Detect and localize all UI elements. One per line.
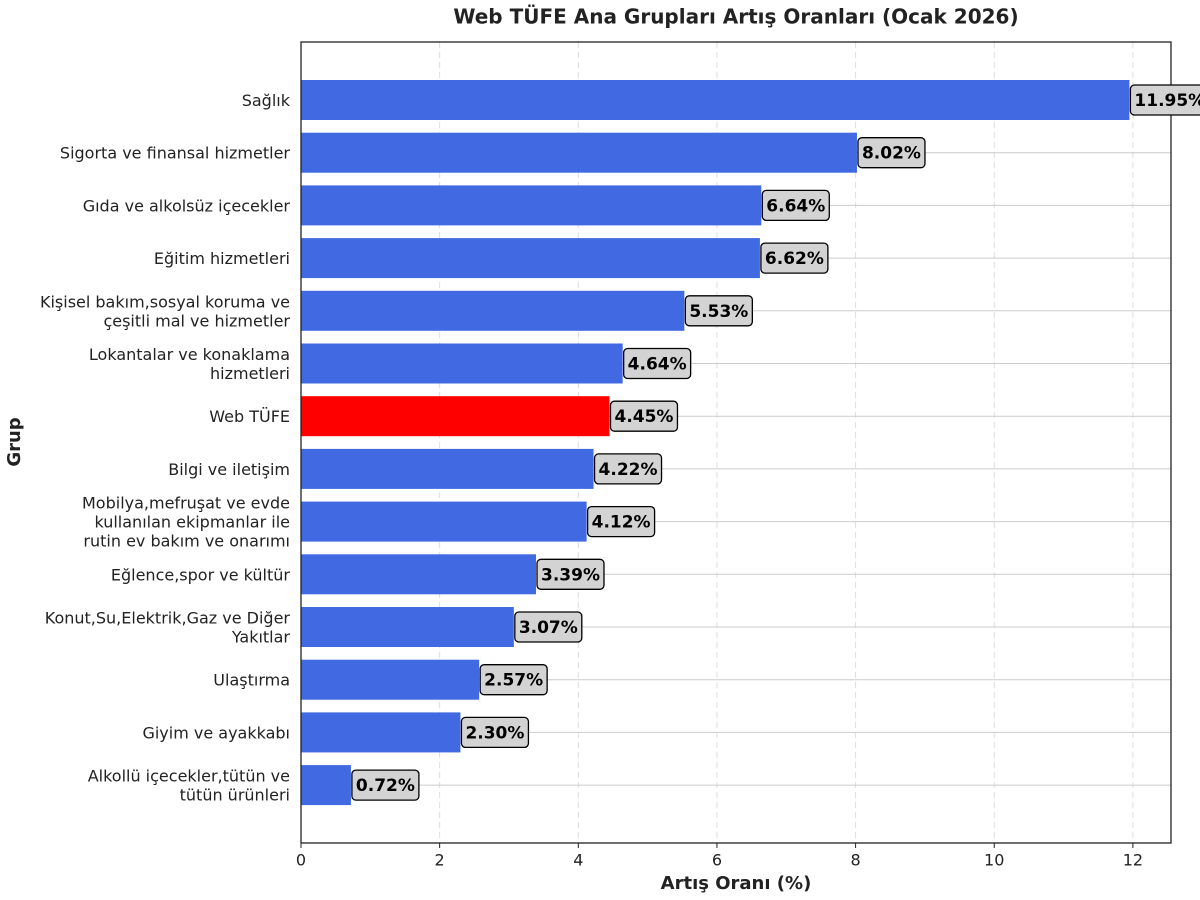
value-label-group: 3.39% — [536, 558, 605, 590]
labels: 11.95% 8.02% 6.64% 6.62% 5.53% 4.64% 4.45% 4.22… — [351, 84, 1200, 801]
value-label-box — [761, 189, 830, 222]
value-label-box — [760, 242, 829, 274]
value-label-box — [1129, 84, 1200, 116]
y-tick-label: Web TÜFE — [209, 407, 290, 426]
bar — [301, 712, 461, 753]
chart-title: Web TÜFE Ana Grupları Artış Oranları (Oc… — [453, 5, 1018, 29]
value-label: 0.72% — [356, 776, 415, 796]
bar — [301, 607, 514, 647]
bar — [301, 554, 537, 595]
value-label-group: 6.62% — [760, 242, 829, 274]
y-tick-label: Giyim ve ayakkabı — [142, 723, 290, 742]
value-label-group: 3.07% — [514, 611, 583, 643]
value-label-group: 4.64% — [623, 347, 692, 380]
value-label: 8.02% — [862, 144, 921, 164]
value-label-group: 11.95% — [1129, 84, 1200, 116]
value-label-box — [536, 558, 605, 590]
value-label: 6.62% — [765, 249, 824, 269]
value-label: 6.64% — [766, 196, 825, 216]
y-tick-label: Gıda ve alkolsüz içecekler — [83, 196, 291, 215]
bar — [301, 343, 623, 384]
bar — [301, 501, 587, 542]
value-label-group: 5.53% — [684, 295, 753, 327]
value-label-group: 2.30% — [460, 716, 530, 749]
bar — [301, 290, 685, 331]
value-label-box — [857, 137, 926, 169]
bar — [301, 80, 1130, 120]
bar — [301, 396, 610, 437]
value-label-box — [684, 295, 753, 327]
value-label-box — [623, 347, 692, 380]
bar — [301, 659, 480, 700]
value-label-box — [351, 769, 420, 801]
value-label: 4.45% — [614, 407, 673, 427]
value-label-group: 4.12% — [586, 505, 656, 538]
bar — [301, 185, 762, 226]
value-label-box — [609, 400, 679, 432]
x-tick-label: 12 — [1123, 851, 1143, 870]
value-label-box — [479, 664, 548, 696]
value-label-box — [514, 611, 583, 643]
bar — [301, 238, 760, 279]
x-tick-label: 6 — [712, 851, 722, 870]
y-tick-label: Konut,Su,Elektrik,Gaz ve Diğer Yakıtlar — [45, 609, 291, 647]
value-label: 4.12% — [592, 513, 651, 533]
y-tick-label: Eğlence,spor ve kültür — [111, 565, 291, 584]
value-label-group: 6.64% — [761, 189, 830, 222]
value-label: 3.07% — [519, 618, 578, 638]
value-label-group: 8.02% — [857, 137, 926, 169]
x-tick-label: 10 — [984, 851, 1004, 870]
y-tick-label: Sigorta ve finansal hizmetler — [60, 144, 291, 163]
y-tick-label: Lokantalar ve konaklama hizmetleri — [89, 345, 290, 383]
bar — [301, 132, 857, 173]
y-tick-label: Kişisel bakım,sosyal koruma ve çeşitli ma… — [40, 292, 290, 330]
value-label: 3.39% — [541, 565, 600, 585]
y-tick-label: Bilgi ve iletişim — [168, 460, 290, 479]
bar — [301, 448, 594, 489]
value-label: 11.95% — [1134, 91, 1200, 111]
x-tick-label: 0 — [296, 851, 306, 870]
value-label-group: 4.22% — [593, 453, 663, 485]
value-label: 4.64% — [628, 355, 687, 375]
value-label-group: 0.72% — [351, 769, 420, 801]
value-label-box — [593, 453, 663, 485]
y-tick-label: Mobilya,mefruşat ve evde kullanılan ekipm… — [82, 494, 290, 551]
value-label-group: 4.45% — [609, 400, 679, 432]
value-label-group: 2.57% — [479, 664, 548, 696]
value-label: 2.57% — [484, 671, 543, 691]
plot-frame — [300, 41, 1172, 844]
y-tick-label: Sağlık — [242, 91, 291, 110]
value-label-box — [586, 505, 656, 538]
bars — [301, 80, 1130, 806]
x-tick-label: 8 — [850, 851, 860, 870]
y-tick-label: Eğitim hizmetleri — [154, 249, 290, 268]
value-label: 2.30% — [465, 723, 524, 743]
value-label-box — [460, 716, 530, 749]
x-tick-label: 4 — [573, 851, 583, 870]
value-label: 4.22% — [599, 460, 658, 480]
x-axis-label: Artış Oranı (%) — [661, 873, 812, 894]
bar — [301, 765, 351, 806]
y-axis-label: Grup — [4, 417, 25, 466]
y-tick-label: Ulaştırma — [213, 671, 290, 690]
x-tick-label: 2 — [435, 851, 445, 870]
y-tick-label: Alkollü içecekler,tütün ve tütün ürünleri — [88, 767, 290, 805]
value-label: 5.53% — [689, 302, 748, 322]
